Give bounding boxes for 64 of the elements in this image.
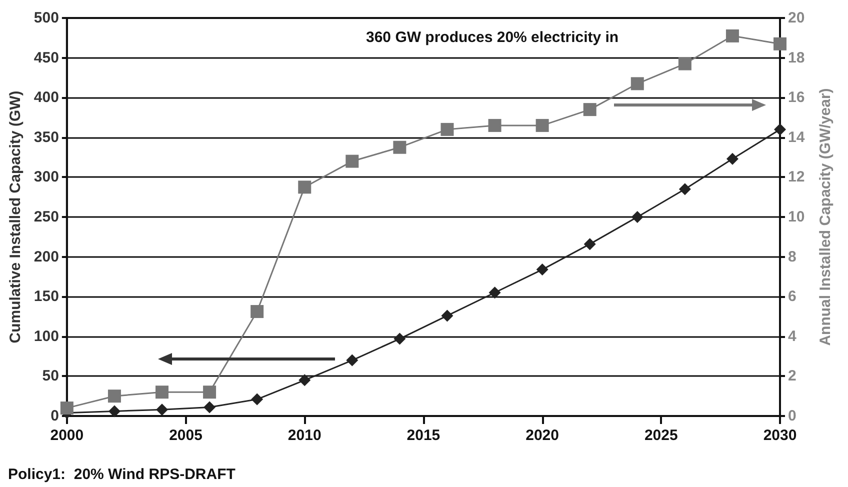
x-tick-label: 2020 — [526, 427, 559, 444]
x-tick-label: 2005 — [169, 427, 202, 444]
y2-tick-label: 6 — [788, 288, 796, 306]
point — [488, 286, 501, 299]
y-tick-label: 400 — [34, 89, 59, 106]
y2-tick-label: 4 — [788, 328, 797, 345]
point — [203, 386, 216, 399]
y2-tick-label: 14 — [788, 128, 806, 146]
y-tick-label: 0 — [50, 408, 59, 424]
y-axis-title: Cumulative Installed Capacity (GW) — [7, 90, 24, 344]
point — [631, 211, 644, 223]
text: Policy1: 20% Wind RPS-DRAFT — [8, 466, 236, 483]
point — [441, 310, 454, 322]
point — [108, 390, 121, 403]
y-tick-label: 500 — [34, 10, 59, 26]
point — [298, 374, 311, 386]
point — [630, 77, 644, 90]
point — [440, 122, 454, 136]
point — [251, 393, 264, 406]
point — [583, 103, 596, 116]
point — [774, 37, 786, 50]
x-tick-label: 2030 — [763, 427, 797, 444]
y2-tick-label: 16 — [788, 89, 805, 106]
y2-tick-label: 12 — [788, 168, 805, 186]
y2-axis-title: Annual Installed Capacity (GW/year) — [817, 88, 834, 346]
x-tick-label: 2000 — [50, 427, 84, 444]
point — [536, 118, 549, 132]
x-tick-label: 2015 — [406, 427, 440, 444]
y-tick-label: 350 — [34, 128, 59, 146]
point — [346, 354, 358, 366]
y-tick-label: 450 — [34, 49, 59, 66]
y2-tick-label: 0 — [788, 408, 796, 424]
y2-tick-label: 8 — [788, 248, 796, 266]
x-tick-label: 2025 — [644, 427, 678, 444]
point — [678, 183, 691, 196]
point — [156, 404, 168, 416]
y-tick-label: 150 — [34, 288, 59, 306]
point — [108, 405, 120, 418]
point — [726, 29, 739, 42]
x-tick-label: 2010 — [288, 427, 322, 444]
point — [156, 386, 169, 399]
point — [488, 118, 502, 132]
point — [60, 402, 74, 415]
y-tick-label: 50 — [42, 368, 59, 385]
point — [250, 305, 264, 318]
point — [536, 264, 548, 276]
point — [204, 401, 216, 414]
y-tick-label: 100 — [34, 328, 59, 345]
y2-tick-label: 20 — [788, 10, 805, 26]
y2-tick-label: 18 — [788, 49, 805, 66]
annotation: 360 GW produces 20% electricity in — [366, 29, 619, 46]
y2-tick-label: 2 — [788, 368, 796, 385]
point — [298, 180, 312, 194]
point — [393, 140, 406, 154]
point — [774, 123, 786, 136]
point — [678, 57, 692, 70]
y2-tick-label: 10 — [788, 208, 805, 226]
point — [346, 154, 359, 168]
point — [394, 332, 406, 345]
y-tick-label: 200 — [34, 248, 59, 266]
point — [584, 238, 596, 250]
point — [726, 152, 738, 165]
y-tick-label: 300 — [34, 168, 59, 186]
y-tick-label: 250 — [34, 208, 59, 226]
